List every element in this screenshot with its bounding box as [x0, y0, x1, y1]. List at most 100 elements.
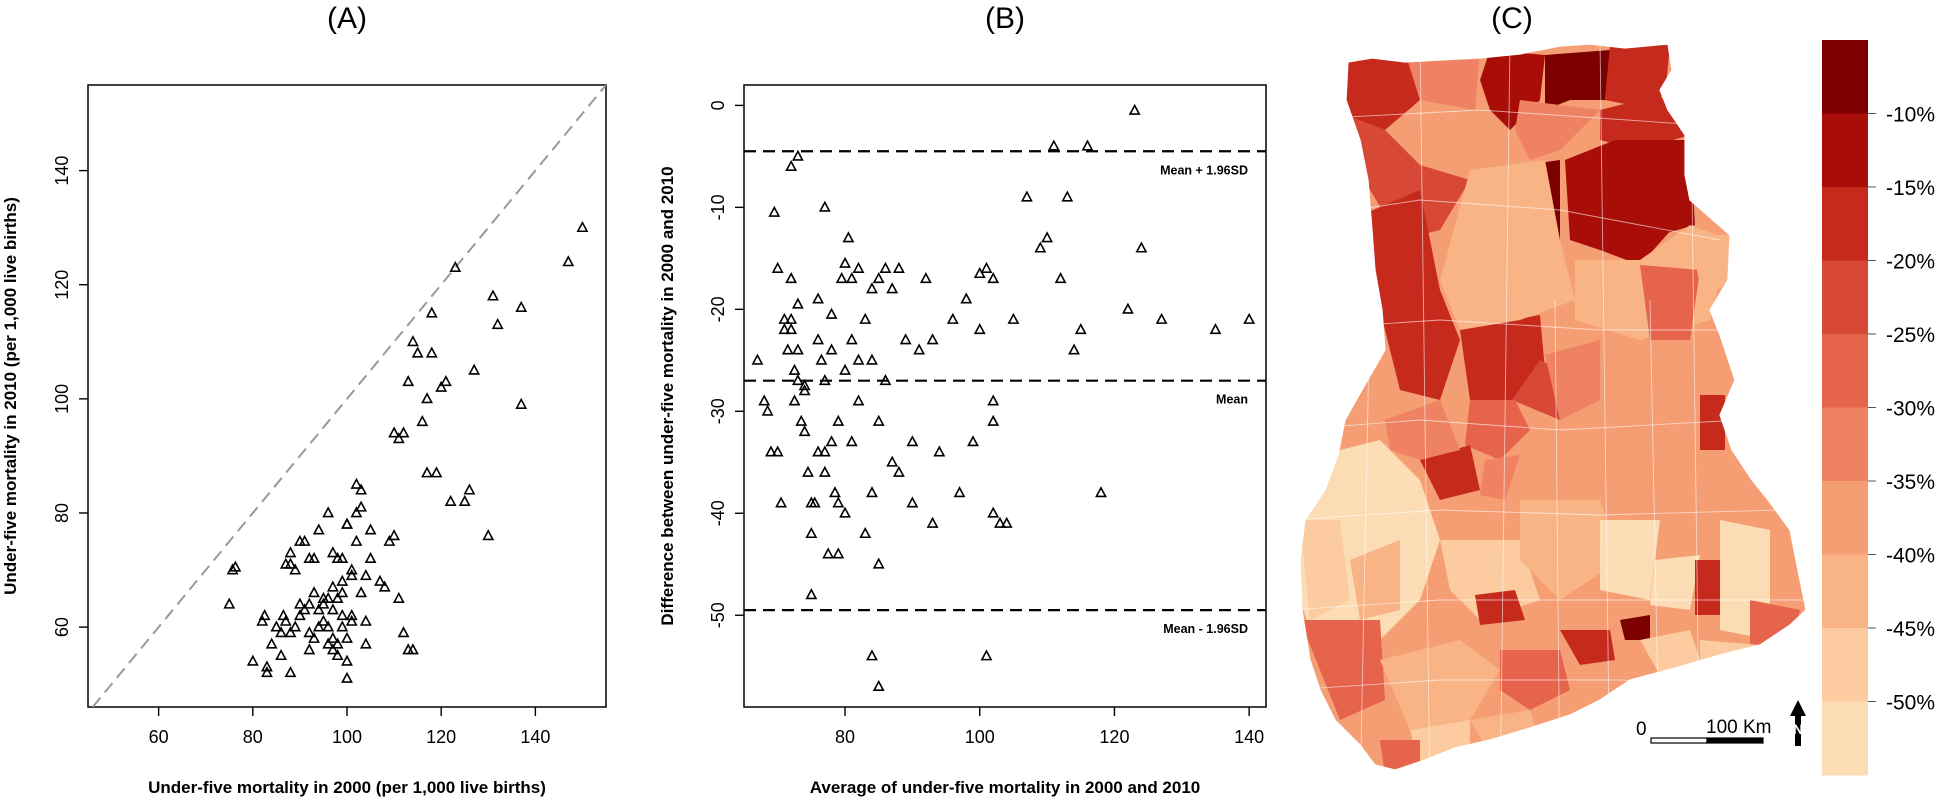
district-middle-d	[1420, 445, 1480, 500]
district-greater-accra-b	[1695, 560, 1720, 615]
panel-b-data-point	[818, 200, 831, 212]
panel-a-data-point	[397, 426, 410, 438]
panel-a-x-label: Under-five mortality in 2000 (per 1,000 …	[148, 778, 546, 797]
panel-a-data-point	[397, 626, 410, 638]
panel-b-data-point	[852, 261, 865, 273]
panel-b-data-point	[791, 297, 804, 309]
panel-a-data-point	[317, 597, 330, 609]
panel-b-data-point	[785, 312, 798, 324]
district-northern-d	[1565, 140, 1680, 265]
panel-b-data-point	[795, 414, 808, 426]
panel-a-data-point	[275, 648, 288, 661]
district-upper-west-a	[1405, 50, 1480, 110]
panel-b-data-point	[839, 256, 851, 268]
panel-a-data-point	[277, 609, 290, 621]
panel-b-data-point	[802, 465, 814, 477]
panel-b-data-point	[791, 374, 804, 386]
north-arrow-label: N	[1793, 721, 1803, 737]
panel-a-data-point	[326, 643, 339, 655]
district-east-edge	[1690, 235, 1730, 290]
panel-b-data-point	[1074, 323, 1087, 335]
panel-a-data-point	[284, 666, 297, 678]
panel-b-y-tick-label: 0	[708, 100, 728, 110]
district-central-coast-f	[1640, 630, 1700, 675]
district-western-corridor	[1350, 190, 1460, 400]
legend-label: -40%	[1886, 545, 1935, 568]
panel-b-data-point	[835, 272, 848, 284]
panel-a-data-point	[261, 660, 273, 672]
district-upper-east-c	[1605, 45, 1670, 105]
panel-b-data-point	[839, 363, 851, 375]
panel-a-data-point	[341, 654, 353, 666]
panel-a-data-point	[359, 569, 372, 581]
scale-bar-black-segment	[1706, 737, 1764, 744]
legend-swatch	[1822, 701, 1868, 776]
panel-a-data-point	[355, 500, 368, 512]
panel-b-data-point	[872, 272, 885, 284]
panel-b-data-point	[815, 353, 828, 365]
panel-b-data-point	[987, 394, 1000, 406]
panel-a-data-point	[308, 631, 320, 643]
panel-a-data-point	[355, 586, 368, 598]
panel-b-data-point	[899, 333, 912, 345]
legend-label: -15%	[1886, 177, 1935, 200]
panel-b-x-label: Average of under-five mortality in 2000 …	[810, 778, 1201, 797]
panel-b-data-point	[785, 159, 798, 171]
panel-a-data-point	[421, 392, 433, 404]
panel-a-data-point	[402, 375, 415, 387]
panel-a-data-point	[378, 580, 391, 592]
panel-a-data-point	[515, 300, 528, 312]
panel-b-data-point	[987, 272, 1000, 284]
panel-a-data-point	[421, 466, 433, 478]
panel-b-data-point	[906, 496, 919, 508]
panel-a-x-ticks: 60 80 100 120 140	[149, 707, 550, 747]
legend-label: -25%	[1886, 324, 1935, 347]
legend-label: -30%	[1886, 398, 1935, 421]
panel-a-data-point	[275, 626, 288, 638]
panel-a-data-point	[392, 591, 405, 603]
panel-a-data-point	[336, 620, 349, 632]
panel-b-data-point	[852, 353, 865, 365]
panel-a-data-point	[388, 426, 401, 438]
district-central-coast-c	[1560, 630, 1615, 665]
panel-a-x-tick-label: 60	[149, 727, 169, 747]
panel-b-data-point	[805, 526, 818, 539]
panel-b-data-point	[866, 649, 878, 661]
district-northern-a	[1515, 100, 1600, 160]
panel-a-y-label: Under-five mortality in 2010 (per 1,000 …	[1, 197, 20, 595]
panel-b-data-point	[866, 353, 878, 365]
panel-a-data-point	[341, 631, 353, 643]
panel-b-data-point	[1095, 486, 1107, 498]
panel-a-data-point	[312, 603, 325, 615]
panel-a-data-point	[303, 643, 316, 655]
panel-a-data-point	[345, 563, 358, 575]
panel-b-data-point	[1068, 343, 1080, 355]
panel-a-data-point	[444, 494, 457, 506]
panel-b-data-point	[818, 374, 831, 386]
panel-b-data-point	[1054, 272, 1067, 284]
panel-b-data-point	[1128, 103, 1141, 115]
identity-reference-line	[91, 85, 606, 707]
panel-b-data-point	[987, 506, 1000, 518]
panel-a-data-point	[374, 574, 386, 586]
panel-a-data-point	[293, 609, 306, 621]
panel-b-data-point	[825, 343, 838, 355]
panel-b-data-point	[872, 557, 885, 569]
panel-b-data-point	[1061, 190, 1074, 202]
panel-a-data-point	[284, 557, 297, 569]
panel-a-data-point	[226, 563, 239, 575]
district-south-central-d	[1475, 590, 1525, 625]
legend-swatch	[1822, 481, 1868, 555]
panel-b-data-point	[818, 465, 831, 477]
panel-a-data-point	[303, 626, 316, 638]
panel-b-y-tick-label: -30	[708, 398, 728, 424]
panel-b-data-point	[892, 465, 905, 477]
panel-b-data-point	[913, 343, 926, 355]
panel-b-data-point	[879, 261, 892, 273]
panel-a-x-tick-label: 140	[520, 727, 550, 747]
panel-b-data-point	[859, 526, 872, 539]
panel-b-data-point	[879, 374, 892, 386]
panel-a-data-point	[256, 614, 269, 626]
panel-a-data-point	[303, 551, 316, 564]
